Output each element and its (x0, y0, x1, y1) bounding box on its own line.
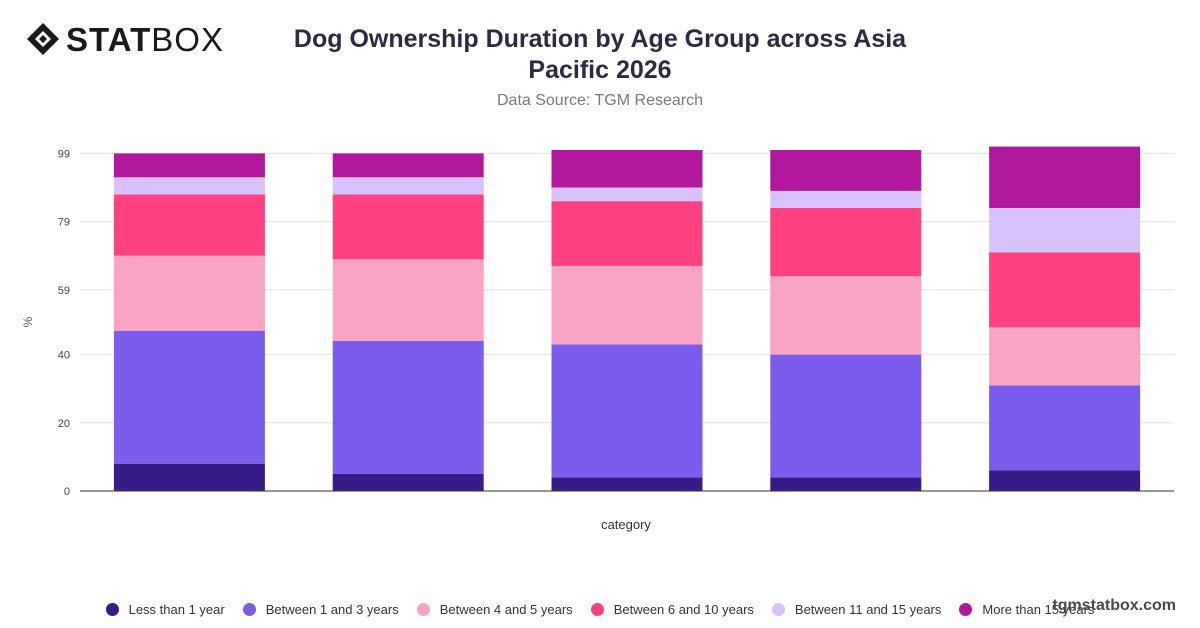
bar-segment-5-category-3 (551, 187, 703, 202)
legend-label: Less than 1 year (128, 602, 225, 617)
legend-item[interactable]: Between 11 and 15 years (771, 602, 942, 617)
chart-title: Dog Ownership Duration by Age Group acro… (293, 25, 907, 84)
legend-swatch (416, 603, 430, 616)
bar-segment-4-category-4 (770, 207, 922, 277)
bars (113, 146, 1141, 491)
bar-segment-6-category-1 (113, 153, 265, 178)
bar-segment-2-category-5 (989, 385, 1141, 471)
legend-item[interactable]: Between 1 and 3 years (242, 602, 399, 617)
stacked-bar-chart: 0 20 40 59 79 99 % category (21, 146, 1174, 532)
x-axis-label: category (601, 517, 651, 532)
legend-label: Between 6 and 10 years (613, 602, 754, 617)
y-tick-label: 79 (58, 217, 70, 229)
y-axis-label: % (21, 316, 35, 327)
bar-segment-5-category-1 (113, 177, 265, 195)
statbox-diamond-icon (27, 23, 59, 55)
legend-item[interactable]: Between 6 and 10 years (590, 602, 754, 617)
legend-label: Between 4 and 5 years (439, 602, 573, 617)
bar-segment-6-category-2 (332, 153, 484, 178)
bar-segment-3-category-2 (332, 259, 484, 341)
legend-label: Between 11 and 15 years (794, 602, 942, 617)
chart-subtitle: Data Source: TGM Research (496, 92, 703, 109)
legend-item[interactable]: Less than 1 year (105, 602, 225, 617)
y-tick-label: 99 (58, 148, 70, 160)
legend-swatch (590, 603, 604, 616)
bar-segment-4-category-3 (551, 201, 703, 266)
legend-swatch (242, 603, 256, 616)
legend-swatch (105, 603, 119, 616)
bar-segment-2-category-1 (113, 330, 265, 464)
bar-segment-1-category-1 (113, 463, 265, 491)
bar-segment-1-category-5 (989, 470, 1141, 491)
bar-segment-2-category-2 (332, 340, 484, 474)
bar-segment-4-category-5 (989, 252, 1141, 328)
bar-segment-6-category-3 (551, 150, 703, 188)
bar-segment-6-category-5 (989, 146, 1141, 208)
logo-text-light: BOX (151, 20, 224, 58)
statbox-logo: STATBOX (26, 22, 224, 56)
legend-swatch (771, 603, 785, 616)
legend-label: More than 15 years (982, 602, 1095, 617)
legend-item[interactable]: Between 4 and 5 years (416, 602, 573, 617)
bar-segment-6-category-4 (770, 150, 922, 191)
bar-segment-1-category-4 (770, 477, 922, 491)
watermark: tgmstatbox.com (1052, 597, 1176, 614)
bar-segment-4-category-1 (113, 194, 265, 256)
legend-item[interactable]: More than 15 years (959, 602, 1094, 617)
bar-segment-1-category-3 (551, 477, 703, 491)
bar-segment-3-category-3 (551, 265, 703, 345)
bar-segment-5-category-4 (770, 190, 922, 208)
bar-segment-4-category-2 (332, 194, 484, 260)
chart-legend: Less than 1 year Between 1 and 3 years Bet… (0, 602, 1200, 617)
legend-swatch (959, 603, 973, 616)
bar-segment-2-category-4 (770, 354, 922, 478)
bar-segment-1-category-2 (332, 473, 484, 491)
bar-segment-5-category-5 (989, 207, 1141, 253)
logo-text-strong: STAT (66, 20, 152, 58)
y-tick-label: 59 (58, 285, 70, 297)
bar-segment-3-category-5 (989, 327, 1141, 386)
bar-segment-3-category-4 (770, 276, 922, 355)
bar-segment-3-category-1 (113, 255, 265, 331)
y-tick-label: 20 (58, 418, 70, 430)
bar-segment-2-category-3 (551, 344, 703, 478)
y-tick-label: 0 (64, 486, 70, 498)
legend-label: Between 1 and 3 years (265, 602, 399, 617)
axes: 0 20 40 59 79 99 (58, 148, 1174, 498)
bar-segment-5-category-2 (332, 177, 484, 195)
logo-wordmark: STATBOX (66, 23, 224, 56)
y-tick-label: 40 (58, 350, 70, 362)
